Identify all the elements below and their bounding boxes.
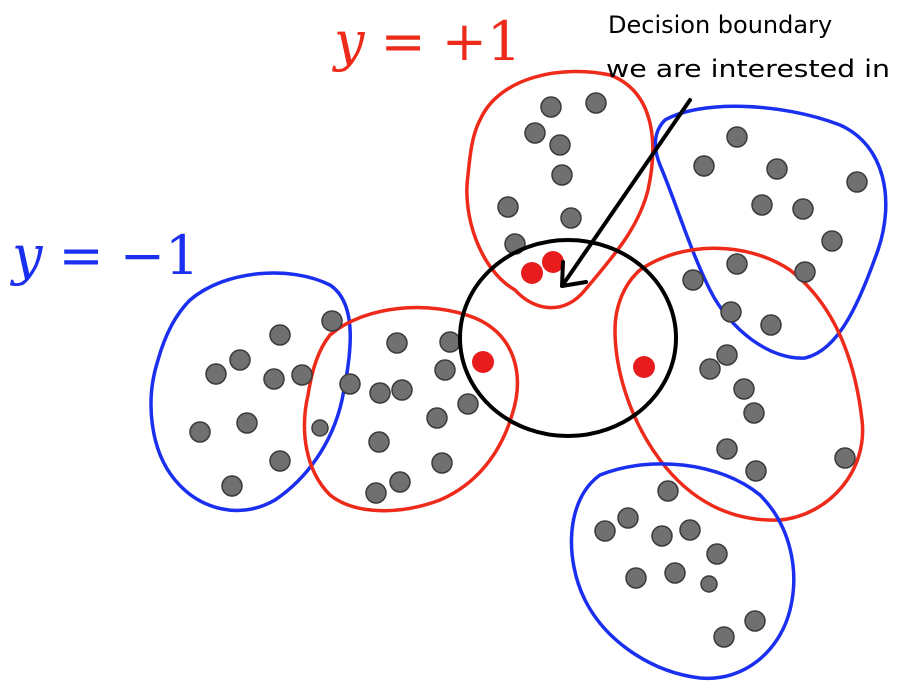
data-point (585, 92, 607, 114)
data-points (189, 92, 868, 648)
data-point (657, 480, 679, 502)
negative-class-value: −1 (120, 224, 200, 287)
data-point (269, 324, 291, 346)
data-point (386, 332, 408, 354)
data-point (679, 519, 701, 541)
arrow-shaft (560, 98, 692, 288)
data-point (368, 431, 390, 453)
positive-class-value: +1 (442, 10, 522, 73)
positive-class-rel: = (381, 10, 426, 73)
data-point (540, 96, 562, 118)
data-point (726, 126, 748, 148)
annotation-arrow (560, 98, 692, 288)
upper-right-blue-cluster (653, 104, 888, 360)
data-point (369, 382, 391, 404)
data-point (744, 610, 766, 632)
data-point (846, 171, 868, 193)
data-point (524, 122, 546, 144)
data-point (664, 562, 686, 584)
data-point (549, 134, 571, 156)
data-point (365, 482, 387, 504)
data-point (617, 507, 639, 529)
data-point (700, 575, 718, 593)
data-point (821, 230, 843, 252)
data-point (693, 155, 715, 177)
cluster-outlines (149, 69, 888, 681)
negative-class-label: y = −1 (10, 224, 199, 287)
data-point (236, 412, 258, 434)
data-point (221, 475, 243, 497)
data-point (426, 407, 448, 429)
data-point (834, 447, 856, 469)
data-point (743, 402, 765, 424)
highlighted-point (633, 356, 655, 378)
data-point (560, 207, 582, 229)
data-point (339, 373, 361, 395)
left-blue-cluster (149, 271, 352, 513)
data-point (551, 164, 573, 186)
data-point (389, 471, 411, 493)
data-point (760, 314, 782, 336)
data-point (269, 450, 291, 472)
negative-class-rel: = (59, 224, 104, 287)
data-point (716, 438, 738, 460)
data-point (434, 359, 456, 381)
data-point (745, 460, 767, 482)
data-point (205, 363, 227, 385)
data-point (720, 301, 742, 323)
data-point (439, 331, 461, 353)
decision-boundary-circle (458, 238, 678, 438)
data-point (594, 520, 616, 542)
highlighted-point (542, 251, 564, 273)
data-point (682, 269, 704, 291)
annotation-line-1: Decision boundary (608, 11, 832, 39)
data-point (291, 364, 313, 386)
negative-class-var: y (10, 224, 44, 287)
annotation-line-2: we are interested in (606, 55, 890, 83)
data-point (263, 368, 285, 390)
data-point (311, 419, 329, 437)
middle-left-red-cluster (302, 305, 520, 513)
data-point (706, 543, 728, 565)
data-point (699, 358, 721, 380)
data-point (321, 310, 343, 332)
data-point (391, 379, 413, 401)
positive-class-label: y = +1 (332, 10, 521, 73)
data-point (792, 198, 814, 220)
data-point (751, 194, 773, 216)
data-point (766, 158, 788, 180)
data-point (229, 349, 251, 371)
bottom-blue-cluster (569, 462, 796, 681)
arrow-head (560, 260, 588, 288)
right-red-cluster (613, 246, 865, 522)
positive-class-var: y (332, 10, 366, 73)
highlighted-point (472, 351, 494, 373)
data-point (713, 626, 735, 648)
data-point (726, 253, 748, 275)
data-point (716, 344, 738, 366)
data-point (651, 525, 673, 547)
data-point (625, 567, 647, 589)
data-point (189, 421, 211, 443)
data-point (794, 261, 816, 283)
highlighted-points (472, 251, 655, 378)
data-point (497, 196, 519, 218)
highlighted-point (521, 262, 543, 284)
top-red-cluster (465, 69, 655, 310)
data-point (733, 378, 755, 400)
data-point (457, 393, 479, 415)
data-point (431, 452, 453, 474)
